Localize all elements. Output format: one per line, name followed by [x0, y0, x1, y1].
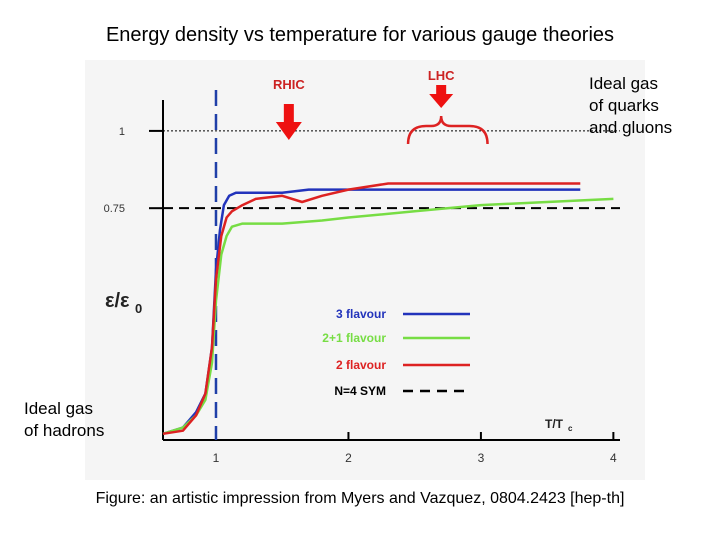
y-axis-label-subscript: 0 — [135, 301, 142, 316]
series-line-2-1-flavour — [162, 197, 614, 435]
y-tick-label: 1 — [119, 126, 125, 138]
lhc-arrow-icon — [429, 85, 454, 108]
chart-figure: 1 2 3 4 0.75 1 RHIC LHC ε/ε 0 T/T c 3 flavour 2+1 fla… — [85, 60, 645, 480]
ideal-gas-hadrons-note: Ideal gas of hadrons — [24, 398, 104, 442]
legend-label-2-1-flavour: 2+1 flavour — [322, 331, 386, 345]
rhic-label: RHIC — [273, 77, 305, 92]
x-tick-label: 2 — [345, 451, 352, 465]
ideal-gas-quarks-note: Ideal gas of quarks and gluons — [589, 73, 672, 139]
legend-label-n-4-sym: N=4 SYM — [334, 384, 386, 398]
figure-caption: Figure: an artistic impression from Myer… — [95, 490, 625, 507]
x-axis-label: T/T — [545, 417, 564, 431]
y-tick-label: 0.75 — [104, 203, 125, 215]
ideal-gas-quarks-line-3: and gluons — [589, 118, 673, 137]
slide-title: Energy density vs temperature for variou… — [105, 24, 615, 46]
legend-label-3-flavour: 3 flavour — [336, 307, 386, 321]
ideal-gas-hadrons-line-2: of hadrons — [24, 421, 105, 440]
ideal-gas-quarks-line-2: of quarks — [589, 96, 659, 115]
energy-density-chart: 1 2 3 4 0.75 1 RHIC LHC ε/ε 0 T/T c 3 flavour 2+1 fla… — [104, 68, 620, 465]
y-axis-label: ε/ε — [105, 290, 130, 312]
x-axis-label-subscript: c — [568, 424, 573, 433]
ideal-gas-hadrons-line-1: Ideal gas — [24, 399, 93, 418]
series-line-2-flavour — [162, 182, 581, 436]
x-tick-label: 4 — [610, 451, 617, 465]
lhc-range-brace — [406, 115, 489, 145]
x-tick-label: 3 — [478, 451, 485, 465]
lhc-label: LHC — [428, 68, 455, 83]
x-tick-label: 1 — [213, 451, 220, 465]
ideal-gas-quarks-line-1: Ideal gas — [589, 74, 658, 93]
legend-label-2-flavour: 2 flavour — [336, 358, 386, 372]
rhic-arrow-icon — [275, 104, 302, 140]
